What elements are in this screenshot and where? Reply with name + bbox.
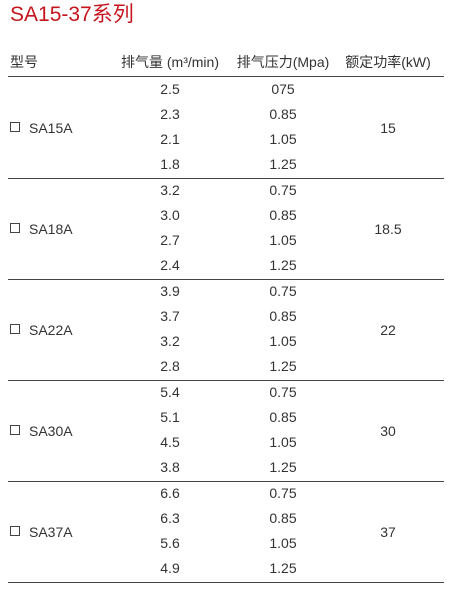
cell: 1.25 — [269, 156, 297, 172]
cell: 0.75 — [269, 182, 297, 198]
header: 排气量 (m³/min) — [121, 54, 219, 70]
cell: 2.4 — [160, 257, 180, 273]
cell: 5.6 — [160, 535, 180, 551]
cell: 0.75 — [269, 485, 297, 501]
model: SA18A — [29, 221, 73, 237]
cell: 3.8 — [160, 459, 180, 475]
divider — [8, 582, 444, 583]
cell: 1.25 — [269, 560, 297, 576]
checkbox — [10, 425, 20, 435]
cell: 0.85 — [269, 308, 297, 324]
cell: 3.2 — [160, 182, 180, 198]
checkbox — [10, 324, 20, 334]
cell: 1.25 — [269, 459, 297, 475]
cell: 2.3 — [160, 106, 180, 122]
cell: 1.05 — [269, 535, 297, 551]
title: SA15-37系列 — [10, 3, 134, 26]
cell: 3.7 — [160, 308, 180, 324]
cell: 4.9 — [160, 560, 180, 576]
checkbox — [10, 526, 20, 536]
cell: 2.1 — [160, 131, 180, 147]
cell: 6.6 — [160, 485, 180, 501]
cell: 1.05 — [269, 131, 297, 147]
divider — [8, 380, 444, 381]
power: 18.5 — [374, 221, 402, 237]
cell: 4.5 — [160, 434, 180, 450]
divider — [8, 178, 444, 179]
cell: 075 — [271, 81, 295, 97]
cell: 1.8 — [160, 156, 180, 172]
divider — [8, 481, 444, 482]
divider — [8, 279, 444, 280]
power: 37 — [380, 524, 396, 540]
power: 30 — [380, 423, 396, 439]
cell: 3.2 — [160, 333, 180, 349]
cell: 2.5 — [160, 81, 180, 97]
cell: 1.25 — [269, 257, 297, 273]
model: SA30A — [29, 423, 73, 439]
header: 排气压力(Mpa) — [236, 54, 330, 70]
cell: 1.05 — [269, 232, 297, 248]
power: 15 — [380, 120, 396, 136]
cell: 0.85 — [269, 409, 297, 425]
power: 22 — [380, 322, 396, 338]
cell: 2.8 — [160, 358, 180, 374]
checkbox — [10, 122, 20, 132]
cell: 5.4 — [160, 384, 180, 400]
header: 型号 — [10, 54, 38, 70]
cell: 0.75 — [269, 384, 297, 400]
cell: 1.05 — [269, 434, 297, 450]
cell: 5.1 — [160, 409, 180, 425]
cell: 0.85 — [269, 106, 297, 122]
model: SA15A — [29, 120, 73, 136]
model: SA37A — [29, 524, 73, 540]
cell: 0.85 — [269, 510, 297, 526]
cell: 3.0 — [160, 207, 180, 223]
cell: 0.85 — [269, 207, 297, 223]
checkbox — [10, 223, 20, 233]
divider — [8, 76, 444, 77]
cell: 6.3 — [160, 510, 180, 526]
cell: 0.75 — [269, 283, 297, 299]
cell: 3.9 — [160, 283, 180, 299]
cell: 1.25 — [269, 358, 297, 374]
model: SA22A — [29, 322, 73, 338]
header: 额定功率(kW) — [345, 54, 431, 70]
cell: 1.05 — [269, 333, 297, 349]
cell: 2.7 — [160, 232, 180, 248]
